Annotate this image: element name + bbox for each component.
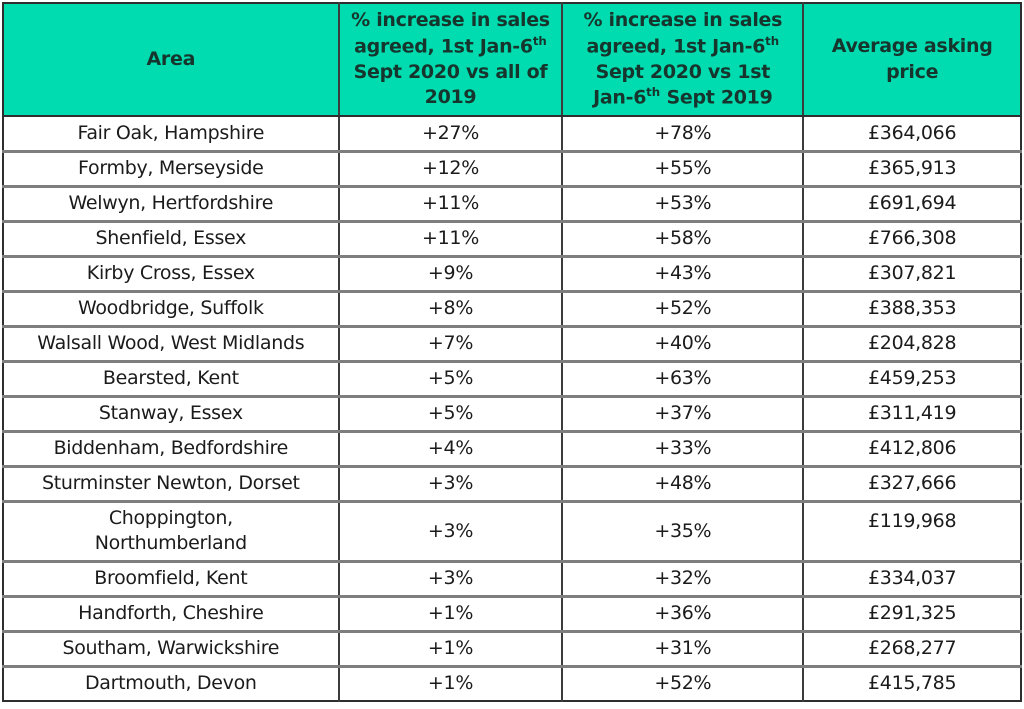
header-pct-jansept-2020-vs-jansept-2019: % increase in sales agreed, 1st Jan-6th …	[561, 3, 804, 117]
header-text-part: Sept 2019	[660, 86, 773, 109]
header-text-part: % increase in sales agreed, 1st Jan-6	[351, 9, 550, 58]
header-text-part: Sept 2020 vs all of 2019	[353, 60, 548, 109]
table-row: Broomfield, Kent +3% +32% £334,037	[3, 559, 1021, 596]
price-cell: £311,419	[802, 394, 1021, 431]
pct-2020-vs-all-cell: +1%	[337, 664, 563, 701]
price-cell: £327,666	[802, 464, 1021, 501]
pct-2020-vs-all-cell: +9%	[337, 254, 563, 291]
table-row: Southam, Warwickshire +1% +31% £268,277	[3, 629, 1021, 666]
price-cell: £766,308	[802, 219, 1021, 256]
pct-2020-vs-all-cell: +8%	[337, 289, 563, 326]
area-cell: Sturminster Newton, Dorset	[3, 464, 339, 501]
price-cell: £388,353	[802, 289, 1021, 326]
area-cell: Choppington, Northumberland	[3, 499, 339, 561]
pct-jansept-cell: +78%	[561, 116, 804, 151]
pct-jansept-cell: +55%	[561, 149, 804, 186]
area-cell: Kirby Cross, Essex	[3, 254, 339, 291]
table-row: Welwyn, Hertfordshire +11% +53% £691,694	[3, 184, 1021, 221]
table-row: Bearsted, Kent +5% +63% £459,253	[3, 359, 1021, 396]
pct-2020-vs-all-cell: +1%	[337, 594, 563, 631]
table-row: Handforth, Cheshire +1% +36% £291,325	[3, 594, 1021, 631]
area-line-1: Choppington,	[108, 507, 233, 530]
pct-jansept-cell: +48%	[561, 464, 804, 501]
table-row: Stanway, Essex +5% +37% £311,419	[3, 394, 1021, 431]
pct-2020-vs-all-cell: +12%	[337, 149, 563, 186]
pct-jansept-cell: +32%	[561, 559, 804, 596]
table-row: Kirby Cross, Essex +9% +43% £307,821	[3, 254, 1021, 291]
price-cell: £204,828	[802, 324, 1021, 361]
price-cell: £268,277	[802, 629, 1021, 666]
table-header: Area % increase in sales agreed, 1st Jan…	[3, 3, 1021, 117]
pct-jansept-cell: +63%	[561, 359, 804, 396]
price-cell: £415,785	[802, 664, 1021, 701]
pct-jansept-cell: +33%	[561, 429, 804, 466]
header-pct-2020-vs-all-2019: % increase in sales agreed, 1st Jan-6th …	[337, 3, 563, 117]
pct-jansept-cell: +53%	[561, 184, 804, 221]
pct-2020-vs-all-cell: +4%	[337, 429, 563, 466]
area-cell: Formby, Merseyside	[3, 149, 339, 186]
pct-jansept-cell: +36%	[561, 594, 804, 631]
area-cell: Broomfield, Kent	[3, 559, 339, 596]
pct-jansept-cell: +40%	[561, 324, 804, 361]
header-text-part: % increase in sales agreed, 1st Jan-6	[583, 8, 783, 57]
header-row: Area % increase in sales agreed, 1st Jan…	[3, 3, 1021, 117]
area-cell: Handforth, Cheshire	[3, 594, 339, 631]
pct-2020-vs-all-cell: +3%	[337, 559, 563, 596]
table-row: Formby, Merseyside +12% +55% £365,913	[3, 149, 1021, 186]
pct-2020-vs-all-cell: +7%	[337, 324, 563, 361]
price-cell: £412,806	[802, 429, 1021, 466]
table-body: Fair Oak, Hampshire +27% +78% £364,066 Formb…	[3, 116, 1021, 701]
price-cell: £691,694	[802, 184, 1021, 221]
pct-jansept-cell: +37%	[561, 394, 804, 431]
pct-jansept-cell: +58%	[561, 219, 804, 256]
price-cell: £365,913	[802, 149, 1021, 186]
pct-jansept-cell: +35%	[561, 499, 804, 561]
pct-2020-vs-all-cell: +11%	[337, 184, 563, 221]
pct-jansept-cell: +52%	[561, 664, 804, 701]
table-row: Woodbridge, Suffolk +8% +52% £388,353	[3, 289, 1021, 326]
table-row: Dartmouth, Devon +1% +52% £415,785	[3, 664, 1021, 701]
pct-jansept-cell: +31%	[561, 629, 804, 666]
pct-jansept-cell: +43%	[561, 254, 804, 291]
area-cell: Welwyn, Hertfordshire	[3, 184, 339, 221]
price-cell: £459,253	[802, 359, 1021, 396]
table-row: Walsall Wood, West Midlands +7% +40% £204,8…	[3, 324, 1021, 361]
superscript-th: th	[765, 33, 780, 48]
area-cell: Southam, Warwickshire	[3, 629, 339, 666]
area-cell: Biddenham, Bedfordshire	[3, 429, 339, 466]
pct-jansept-cell: +52%	[561, 289, 804, 326]
table-row: Shenfield, Essex +11% +58% £766,308	[3, 219, 1021, 256]
header-text-part: Sept 2020 vs 1st Jan-6	[593, 60, 771, 109]
superscript-th: th	[646, 85, 661, 100]
area-cell: Shenfield, Essex	[3, 219, 339, 256]
header-average-asking-price: Average asking price	[802, 3, 1021, 117]
pct-2020-vs-all-cell: +5%	[337, 359, 563, 396]
superscript-th: th	[532, 33, 547, 48]
pct-2020-vs-all-cell: +27%	[337, 116, 563, 151]
price-cell: £364,066	[802, 116, 1021, 151]
area-cell: Fair Oak, Hampshire	[3, 116, 339, 151]
pct-2020-vs-all-cell: +1%	[337, 629, 563, 666]
area-cell: Woodbridge, Suffolk	[3, 289, 339, 326]
area-line-2: Northumberland	[94, 532, 247, 554]
header-area: Area	[3, 3, 339, 117]
pct-2020-vs-all-cell: +11%	[337, 219, 563, 256]
area-cell: Walsall Wood, West Midlands	[3, 324, 339, 361]
area-cell: Dartmouth, Devon	[3, 664, 339, 701]
pct-2020-vs-all-cell: +3%	[337, 464, 563, 501]
price-cell: £307,821	[802, 254, 1021, 291]
price-cell: £291,325	[802, 594, 1021, 631]
table-row: Choppington, Northumberland +3% +35% £119,96…	[3, 499, 1021, 561]
table-row: Sturminster Newton, Dorset +3% +48% £327,66…	[3, 464, 1021, 501]
area-cell: Stanway, Essex	[3, 394, 339, 431]
pct-2020-vs-all-cell: +5%	[337, 394, 563, 431]
area-cell: Bearsted, Kent	[3, 359, 339, 396]
pct-2020-vs-all-cell: +3%	[337, 499, 563, 561]
price-cell: £119,968	[802, 499, 1021, 561]
price-cell: £334,037	[802, 559, 1021, 596]
table-row: Fair Oak, Hampshire +27% +78% £364,066	[3, 116, 1021, 151]
table-row: Biddenham, Bedfordshire +4% +33% £412,806	[3, 429, 1021, 466]
